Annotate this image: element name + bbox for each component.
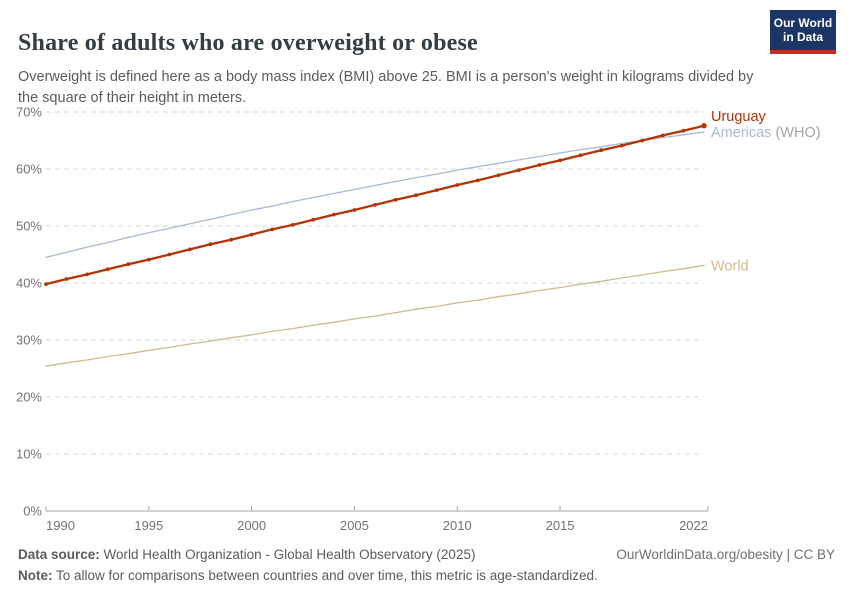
series-point-uruguay-2020 [661, 133, 665, 138]
x-tick-label-1995: 1995 [134, 518, 163, 533]
owid-logo-line2: in Data [782, 30, 823, 44]
y-tick-label-70: 70% [16, 105, 42, 120]
series-point-uruguay-1994 [126, 262, 131, 267]
x-tick-label-2022: 2022 [679, 518, 708, 533]
series-point-uruguay-2001 [270, 227, 275, 232]
y-tick-label-40: 40% [16, 276, 42, 291]
series-point-uruguay-1999 [229, 237, 234, 242]
y-tick-label-50: 50% [16, 219, 42, 234]
series-line-americas-who[interactable] [45, 131, 705, 259]
series-point-uruguay-2003 [311, 217, 316, 222]
series-label-uruguay[interactable]: Uruguay [711, 109, 767, 125]
series-point-uruguay-2006 [373, 203, 377, 207]
y-tick-label-10: 10% [16, 447, 42, 462]
series-point-uruguay-2021 [681, 128, 686, 133]
series-point-uruguay-2000 [249, 232, 254, 237]
data-source-label: Data source: [18, 547, 100, 562]
series-point-uruguay-1990 [44, 282, 48, 286]
series-point-uruguay-2010 [455, 183, 460, 187]
series-point-uruguay-2004 [332, 212, 336, 217]
y-tick-label-30: 30% [16, 333, 42, 348]
page-title: Share of adults who are overweight or ob… [18, 30, 478, 57]
note-line: Note: To allow for comparisons between c… [18, 568, 598, 583]
data-source-line: Data source: World Health Organization -… [18, 547, 475, 562]
x-tick-label-2010: 2010 [443, 518, 472, 533]
data-source-text: World Health Organization - Global Healt… [99, 547, 476, 562]
series-point-uruguay-1991 [64, 277, 69, 281]
series-point-uruguay-2015 [558, 158, 562, 163]
owid-logo-line1: Our World [773, 15, 833, 30]
series-point-uruguay-2019 [640, 138, 645, 143]
series-point-uruguay-2012 [496, 173, 501, 178]
note-label: Note: [18, 568, 53, 583]
series-point-uruguay-2007 [393, 197, 398, 202]
owid-logo[interactable]: Our World in Data [770, 10, 836, 54]
series-point-uruguay-1995 [146, 257, 151, 262]
series-point-uruguay-1998 [208, 242, 213, 247]
series-point-uruguay-1997 [188, 247, 192, 252]
series-point-uruguay-2018 [619, 143, 624, 148]
x-tick-label-2000: 2000 [237, 518, 266, 533]
series-point-uruguay-2002 [290, 223, 295, 227]
series-point-uruguay-2022 [701, 123, 707, 129]
series-point-uruguay-1992 [85, 272, 89, 277]
rights-link[interactable]: OurWorldinData.org/obesity | CC BY [616, 547, 835, 562]
chart-subtitle: Overweight is defined here as a body mas… [18, 68, 754, 106]
x-tick-label-2005: 2005 [340, 518, 369, 533]
series-point-uruguay-2011 [475, 178, 480, 183]
series-point-uruguay-2008 [414, 193, 418, 198]
series-point-uruguay-2016 [578, 153, 583, 158]
note-text: To allow for comparisons between countri… [52, 568, 598, 583]
series-line-world[interactable] [45, 264, 705, 367]
series-point-uruguay-2014 [537, 163, 542, 167]
series-point-uruguay-1993 [105, 267, 110, 272]
series-point-uruguay-1996 [167, 252, 172, 257]
y-tick-label-0: 0% [23, 504, 42, 519]
series-point-uruguay-2005 [352, 208, 357, 212]
series-label-americas-who[interactable]: Americas (WHO) [711, 125, 821, 141]
series-point-uruguay-2009 [434, 188, 439, 193]
x-tick-label-2015: 2015 [546, 518, 575, 533]
x-tick-label-1990: 1990 [46, 518, 75, 533]
series-label-world[interactable]: World [711, 258, 749, 274]
series-point-uruguay-2017 [599, 148, 604, 153]
y-tick-label-60: 60% [16, 162, 42, 177]
series-point-uruguay-2013 [517, 168, 521, 173]
y-tick-label-20: 20% [16, 390, 42, 405]
